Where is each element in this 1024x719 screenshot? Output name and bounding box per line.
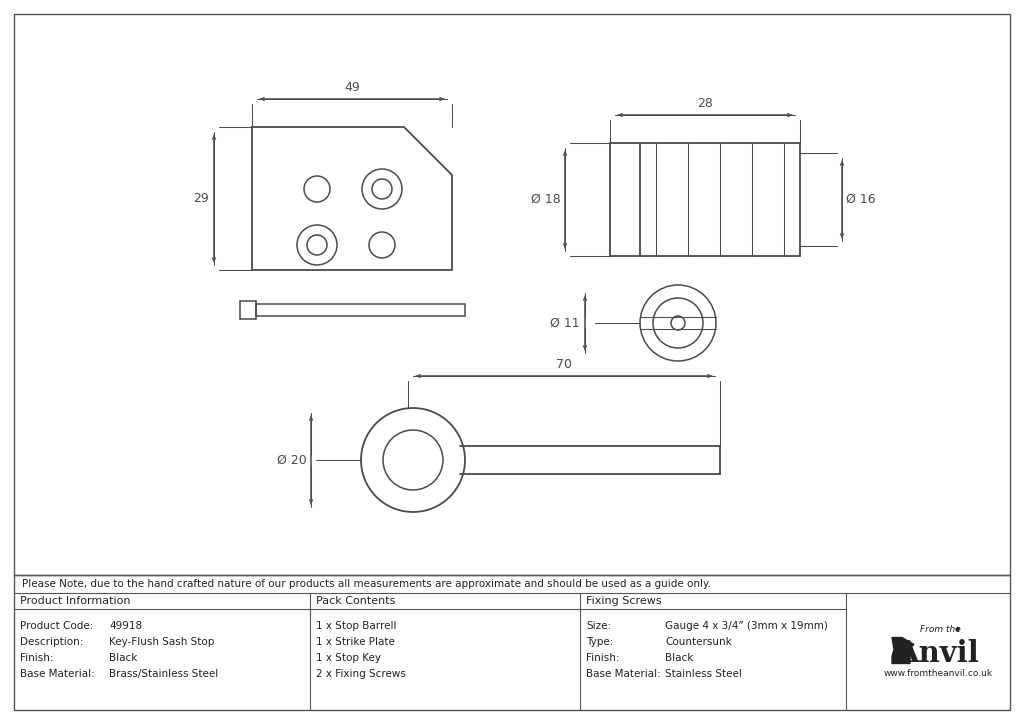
Text: Base Material:: Base Material:: [586, 669, 660, 679]
Polygon shape: [892, 638, 914, 664]
Text: Finish:: Finish:: [20, 653, 53, 663]
Bar: [256, 304, 465, 316]
Text: Countersunk: Countersunk: [665, 637, 732, 647]
Text: 70: 70: [556, 358, 572, 371]
Text: Gauge 4 x 3/4” (3mm x 19mm): Gauge 4 x 3/4” (3mm x 19mm): [665, 621, 827, 631]
Text: 49918: 49918: [109, 621, 142, 631]
Text: Finish:: Finish:: [586, 653, 620, 663]
Text: 1 x Strike Plate: 1 x Strike Plate: [316, 637, 395, 647]
Text: Please Note, due to the hand crafted nature of our products all measurements are: Please Note, due to the hand crafted nat…: [22, 579, 711, 589]
Text: Ø 20: Ø 20: [278, 454, 307, 467]
Bar: [610, 143, 640, 256]
Text: Ø 18: Ø 18: [531, 193, 561, 206]
Text: Ø 11: Ø 11: [550, 316, 580, 329]
Text: Description:: Description:: [20, 637, 83, 647]
Text: Product Code:: Product Code:: [20, 621, 93, 631]
Text: Pack Contents: Pack Contents: [316, 596, 395, 606]
Text: From the: From the: [920, 625, 961, 634]
Text: Type:: Type:: [586, 637, 613, 647]
Text: Key-Flush Sash Stop: Key-Flush Sash Stop: [109, 637, 214, 647]
Text: Fixing Screws: Fixing Screws: [586, 596, 662, 606]
Text: Brass/Stainless Steel: Brass/Stainless Steel: [109, 669, 218, 679]
Text: Black: Black: [665, 653, 693, 663]
Text: Product Information: Product Information: [20, 596, 130, 606]
Text: 1 x Stop Barrell: 1 x Stop Barrell: [316, 621, 396, 631]
Text: ◆: ◆: [955, 626, 961, 633]
Text: www.fromtheanvil.co.uk: www.fromtheanvil.co.uk: [884, 669, 992, 678]
Text: 29: 29: [194, 192, 209, 205]
Text: Size:: Size:: [586, 621, 611, 631]
Text: 2 x Fixing Screws: 2 x Fixing Screws: [316, 669, 406, 679]
Text: 28: 28: [697, 97, 713, 110]
Text: Ø 16: Ø 16: [846, 193, 876, 206]
Text: 49: 49: [344, 81, 359, 94]
Text: 1 x Stop Key: 1 x Stop Key: [316, 653, 381, 663]
Text: Black: Black: [109, 653, 137, 663]
Text: Stainless Steel: Stainless Steel: [665, 669, 741, 679]
Text: Anvil: Anvil: [897, 639, 979, 668]
Text: Base Material:: Base Material:: [20, 669, 95, 679]
